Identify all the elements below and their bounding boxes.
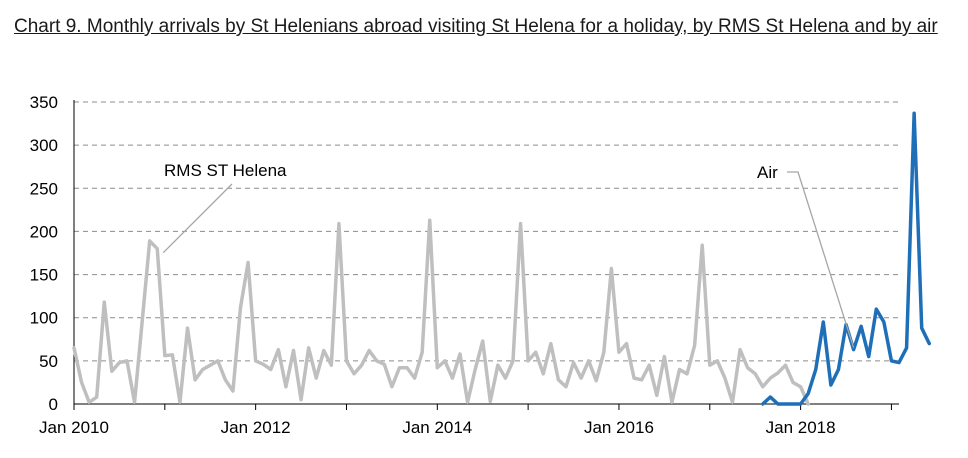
y-tick-label: 50 xyxy=(39,352,58,371)
y-tick-label: 350 xyxy=(30,93,58,112)
x-tick-label: Jan 2016 xyxy=(584,418,654,437)
y-tick-label: 250 xyxy=(30,179,58,198)
y-tick-label: 0 xyxy=(49,395,58,414)
x-tick-label: Jan 2018 xyxy=(766,418,836,437)
y-tick-label: 200 xyxy=(30,222,58,241)
gridlines xyxy=(74,101,899,362)
annotations: RMS ST Helena Air xyxy=(162,161,855,348)
annotation-leader-air xyxy=(787,171,855,348)
chart-title: Chart 9. Monthly arrivals by St Helenian… xyxy=(14,16,938,37)
axes: 0 50 100 150 200 250 300 350 Jan 2010 Jan 2012 Jan… xyxy=(30,93,899,437)
y-tick-label: 300 xyxy=(30,136,58,155)
annotation-leader-rms-st-helena xyxy=(162,183,233,254)
x-tick-label: Jan 2012 xyxy=(221,418,291,437)
series-line-rms-st-helena xyxy=(72,218,810,406)
annotation-label-air: Air xyxy=(757,163,778,182)
annotation-label-rms-st-helena: RMS ST Helena xyxy=(164,161,287,180)
x-tick-label: Jan 2010 xyxy=(39,418,109,437)
y-tick-label: 150 xyxy=(30,266,58,285)
x-tick-label: Jan 2014 xyxy=(402,418,472,437)
y-tick-label: 100 xyxy=(30,309,58,328)
